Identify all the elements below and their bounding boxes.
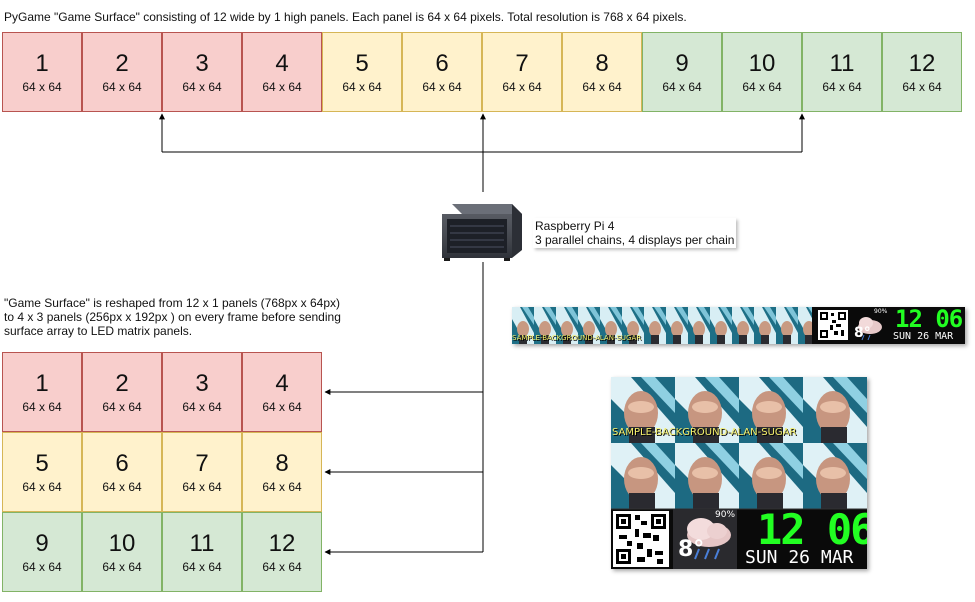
surface-panel-8: 8 64 x 64: [562, 32, 642, 112]
surface-panel-5: 5 64 x 64: [322, 32, 402, 112]
panel-number: 11: [829, 50, 855, 77]
strip-bg-text: SAMPLE-BACKGROUND-ALAN-SUGAR: [512, 334, 642, 342]
pi-label: Raspberry Pi 4 3 parallel chains, 4 disp…: [533, 218, 737, 248]
strip-clock-hours: 12: [895, 307, 923, 333]
panel-size: 64 x 64: [262, 80, 302, 94]
surface-panel-6: 6 64 x 64: [402, 32, 482, 112]
panel-size: 64 x 64: [502, 80, 542, 94]
panel-size: 64 x 64: [182, 480, 222, 494]
panel-size: 64 x 64: [262, 480, 302, 494]
panel-number: 1: [35, 50, 49, 77]
grid-panel-5: 5 64 x 64: [2, 432, 82, 512]
panel-number: 12: [908, 50, 936, 77]
grid-panel-8: 8 64 x 64: [242, 432, 322, 512]
grid-clock-minutes: 06: [826, 505, 867, 554]
surface-panel-7: 7 64 x 64: [482, 32, 562, 112]
grid-clock-hours: 12: [757, 505, 806, 554]
grid-panel-7: 7 64 x 64: [162, 432, 242, 512]
surface-panel-1: 1 64 x 64: [2, 32, 82, 112]
panel-number: 3: [195, 370, 209, 397]
grid-panel-4: 4 64 x 64: [242, 352, 322, 432]
strip-date: SUN 26 MAR: [893, 331, 954, 342]
grid-temperature: 8°: [678, 537, 705, 562]
panel-size: 64 x 64: [262, 560, 302, 574]
panel-size: 64 x 64: [582, 80, 622, 94]
panel-number: 10: [748, 50, 776, 77]
led-grid-preview: SAMPLE-BACKGROUND-ALAN-SUGAR 8° 90% 12 0…: [611, 377, 867, 569]
panel-number: 6: [435, 50, 449, 77]
grid-bg-text: SAMPLE-BACKGROUND-ALAN-SUGAR: [612, 427, 797, 438]
grid-humidity: 90%: [715, 510, 736, 520]
grid-panel-11: 11 64 x 64: [162, 512, 242, 592]
panel-size: 64 x 64: [342, 80, 382, 94]
qr-code-icon: [818, 310, 848, 340]
panel-number: 8: [275, 450, 289, 477]
grid-panel-3: 3 64 x 64: [162, 352, 242, 432]
panel-size: 64 x 64: [182, 80, 222, 94]
reshape-caption: "Game Surface" is reshaped from 12 x 1 p…: [4, 296, 341, 338]
panel-number: 9: [35, 530, 49, 557]
surface-panel-4: 4 64 x 64: [242, 32, 322, 112]
strip-clock-minutes: 06: [935, 307, 963, 333]
panel-size: 64 x 64: [102, 480, 142, 494]
panel-number: 4: [275, 370, 289, 397]
surface-panel-9: 9 64 x 64: [642, 32, 722, 112]
panel-size: 64 x 64: [102, 400, 142, 414]
surface-panel-12: 12 64 x 64: [882, 32, 962, 112]
panel-size: 64 x 64: [822, 80, 862, 94]
grid-clock: 12 06: [757, 505, 867, 554]
panel-number: 2: [115, 370, 129, 397]
panel-number: 5: [35, 450, 49, 477]
panel-number: 3: [195, 50, 209, 77]
surface-panel-2: 2 64 x 64: [82, 32, 162, 112]
panel-number: 7: [195, 450, 209, 477]
grid-panel-10: 10 64 x 64: [82, 512, 162, 592]
server-rack-icon: [442, 204, 522, 261]
panel-number: 5: [355, 50, 369, 77]
panel-number: 10: [108, 530, 136, 557]
strip-temperature: 8°: [854, 325, 871, 341]
grid-date: SUN 26 MAR: [745, 547, 854, 568]
grid-panel-6: 6 64 x 64: [82, 432, 162, 512]
panel-size: 64 x 64: [102, 560, 142, 574]
panel-number: 12: [268, 530, 296, 557]
panel-number: 1: [35, 370, 49, 397]
pi-title: Raspberry Pi 4: [535, 219, 615, 233]
strip-humidity: 90%: [874, 308, 888, 315]
panel-size: 64 x 64: [262, 400, 302, 414]
surface-panel-3: 3 64 x 64: [162, 32, 242, 112]
panel-number: 4: [275, 50, 289, 77]
panel-size: 64 x 64: [22, 400, 62, 414]
panel-number: 11: [189, 530, 215, 557]
pi-subtitle: 3 parallel chains, 4 displays per chain: [535, 233, 735, 247]
grid-panel-12: 12 64 x 64: [242, 512, 322, 592]
panel-number: 7: [515, 50, 529, 77]
panel-number: 6: [115, 450, 129, 477]
rain-cloud-icon: [673, 509, 737, 569]
led-strip-preview: SAMPLE-BACKGROUND-ALAN-SUGAR 8° 90% 12 0…: [512, 307, 965, 344]
strip-clock: 12 06: [895, 307, 963, 333]
surface-panel-11: 11 64 x 64: [802, 32, 882, 112]
panel-size: 64 x 64: [22, 80, 62, 94]
surface-panel-10: 10 64 x 64: [722, 32, 802, 112]
panel-size: 64 x 64: [742, 80, 782, 94]
rain-cloud-icon: [858, 317, 882, 341]
panel-number: 2: [115, 50, 129, 77]
grid-panel-2: 2 64 x 64: [82, 352, 162, 432]
panel-size: 64 x 64: [422, 80, 462, 94]
grid-panel-9: 9 64 x 64: [2, 512, 82, 592]
panel-size: 64 x 64: [102, 80, 142, 94]
panel-size: 64 x 64: [182, 400, 222, 414]
panel-size: 64 x 64: [22, 560, 62, 574]
panel-number: 8: [595, 50, 609, 77]
panel-size: 64 x 64: [902, 80, 942, 94]
panel-size: 64 x 64: [662, 80, 702, 94]
grid-panel-1: 1 64 x 64: [2, 352, 82, 432]
panel-size: 64 x 64: [22, 480, 62, 494]
panel-number: 9: [675, 50, 689, 77]
qr-code-icon: [613, 511, 669, 567]
panel-size: 64 x 64: [182, 560, 222, 574]
top-caption: PyGame "Game Surface" consisting of 12 w…: [4, 10, 687, 24]
